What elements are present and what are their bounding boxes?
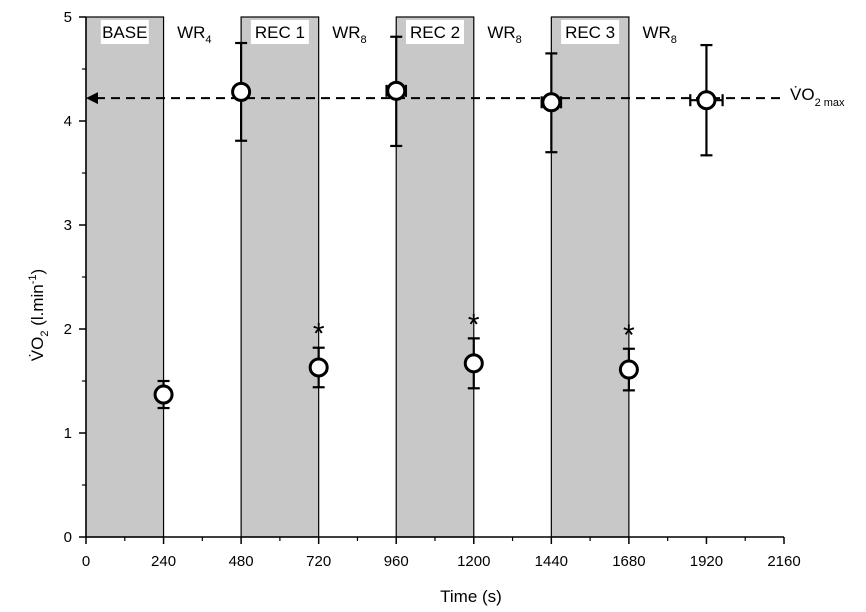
work-rate-label-3: WR8 xyxy=(487,23,521,46)
point-marker xyxy=(308,357,329,378)
data-point-7: * xyxy=(618,319,639,392)
shaded-band-3 xyxy=(395,16,475,538)
significance-asterisk: * xyxy=(623,319,635,352)
point-marker xyxy=(386,80,407,101)
work-rate-label-1: WR4 xyxy=(177,23,211,46)
significance-asterisk: * xyxy=(468,308,480,341)
y-axis: 0 1 2 3 4 5 xyxy=(64,9,86,546)
x-tick-label: 720 xyxy=(306,553,331,570)
point-marker xyxy=(463,353,484,374)
y-tick-label: 3 xyxy=(64,217,72,234)
x-tick-label: 480 xyxy=(229,553,254,570)
x-tick-label: 960 xyxy=(384,553,409,570)
x-axis-title: Time (s) xyxy=(440,587,502,606)
shaded-bands: BASE REC 1 REC 2 REC 3 xyxy=(85,16,630,538)
band-label-2: REC 1 xyxy=(255,23,305,42)
significance-asterisk: * xyxy=(313,318,325,351)
data-point-2 xyxy=(231,41,252,142)
work-rate-label-4: WR8 xyxy=(642,23,676,46)
data-point-1 xyxy=(153,379,174,410)
point-marker xyxy=(153,384,174,405)
data-point-3: * xyxy=(308,318,329,389)
work-rate-label-2: WR8 xyxy=(332,23,366,46)
shaded-band-4 xyxy=(550,16,630,538)
y-tick-label: 5 xyxy=(64,9,72,26)
data-point-5: * xyxy=(463,308,484,390)
x-tick-label: 1200 xyxy=(457,553,490,570)
y-tick-label: 4 xyxy=(64,113,72,130)
point-marker xyxy=(618,359,639,380)
reference-arrow-icon xyxy=(86,92,98,105)
reference-line-label: V̇O2 max xyxy=(790,85,845,109)
band-label-box-4 xyxy=(561,20,620,44)
y-tick-label: 0 xyxy=(64,529,72,546)
reference-line: V̇O2 max xyxy=(86,85,845,109)
x-tick-label: 0 xyxy=(82,553,90,570)
band-label-box-3 xyxy=(406,20,464,44)
x-tick-label: 1440 xyxy=(535,553,568,570)
point-marker xyxy=(231,81,252,102)
x-tick-label: 240 xyxy=(151,553,176,570)
y-axis-title: V̇O2 (l.min-1) xyxy=(27,269,51,361)
x-tick-label: 2160 xyxy=(767,553,800,570)
work-rate-labels: WR4 WR8 WR8 WR8 xyxy=(177,23,677,46)
band-label-box-1 xyxy=(100,20,149,44)
y-tick-label: 2 xyxy=(64,321,72,338)
data-point-4 xyxy=(385,35,408,148)
x-axis: 0 240 480 720 960 1200 1440 1680 1920 2160 xyxy=(82,537,801,570)
point-marker xyxy=(541,92,562,113)
shaded-band-2 xyxy=(240,16,320,538)
band-label-box-2 xyxy=(250,20,309,44)
band-label-3: REC 2 xyxy=(410,23,460,42)
point-marker xyxy=(696,90,717,111)
band-label-1: BASE xyxy=(102,23,147,42)
data-point-8 xyxy=(689,43,724,157)
x-tick-label: 1920 xyxy=(690,553,723,570)
x-tick-label: 1680 xyxy=(612,553,645,570)
data-points: * * * xyxy=(153,35,724,410)
data-point-6 xyxy=(540,52,563,154)
band-label-4: REC 3 xyxy=(565,23,615,42)
y-tick-label: 1 xyxy=(64,425,72,442)
shaded-band-1 xyxy=(85,16,165,538)
